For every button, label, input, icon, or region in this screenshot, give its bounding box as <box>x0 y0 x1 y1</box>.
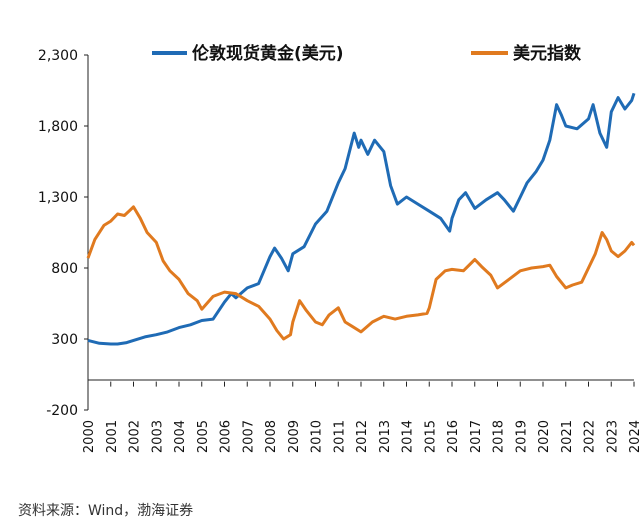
x-tick-label: 2019 <box>514 420 529 453</box>
legend-label-gold: 伦敦现货黄金(美元) <box>192 43 344 64</box>
x-tick-label: 2022 <box>583 420 598 453</box>
x-axis-ticks: 2000 2001 2002 2003 2004 2005 2006 2007 2008 2009… <box>82 381 640 453</box>
x-tick-label: 2016 <box>446 420 461 453</box>
x-tick-label: 2014 <box>401 420 416 453</box>
x-tick-label: 2020 <box>537 420 552 453</box>
x-tick-label: 2008 <box>264 420 279 453</box>
y-tick-label: 800 <box>51 261 78 277</box>
x-tick-label: 2017 <box>469 420 484 453</box>
y-tick-label: 300 <box>51 332 78 348</box>
x-tick-label: 2009 <box>287 420 302 453</box>
series-layer <box>86 92 636 346</box>
x-tick-label: 2018 <box>492 420 507 453</box>
legend-label-usd: 美元指数 <box>513 43 582 64</box>
y-tick-label: 1,300 <box>38 190 78 206</box>
y-axis-ticks: 2,300 1,800 1,300 800 300 -200 <box>38 48 88 419</box>
legend: 伦敦现货黄金(美元) 美元指数 <box>152 43 582 64</box>
x-tick-label: 2010 <box>310 420 325 453</box>
y-tick-label: 1,800 <box>38 119 78 135</box>
x-tick-label: 2013 <box>378 420 393 453</box>
x-tick-label: 2005 <box>196 420 211 453</box>
x-tick-label: 2003 <box>150 420 165 453</box>
x-tick-label: 2002 <box>128 420 143 453</box>
x-tick-label: 2004 <box>173 420 188 453</box>
x-tick-label: 2011 <box>332 420 347 453</box>
x-tick-label: 2001 <box>105 420 120 453</box>
x-tick-label: 2000 <box>82 420 97 453</box>
x-tick-label: 2021 <box>560 420 575 453</box>
x-tick-label: 2015 <box>423 420 438 453</box>
y-tick-label: -200 <box>46 403 78 419</box>
x-tick-label: 2007 <box>241 420 256 453</box>
x-tick-label: 2006 <box>219 420 234 453</box>
y-tick-label: 2,300 <box>38 48 78 64</box>
x-tick-label: 2024 <box>628 420 640 453</box>
series-line-usd-index <box>86 205 636 341</box>
source-note: 资料来源：Wind，渤海证券 <box>18 503 194 519</box>
x-tick-label: 2023 <box>605 420 620 453</box>
x-tick-label: 2012 <box>355 420 370 453</box>
series-line-gold <box>87 92 636 346</box>
